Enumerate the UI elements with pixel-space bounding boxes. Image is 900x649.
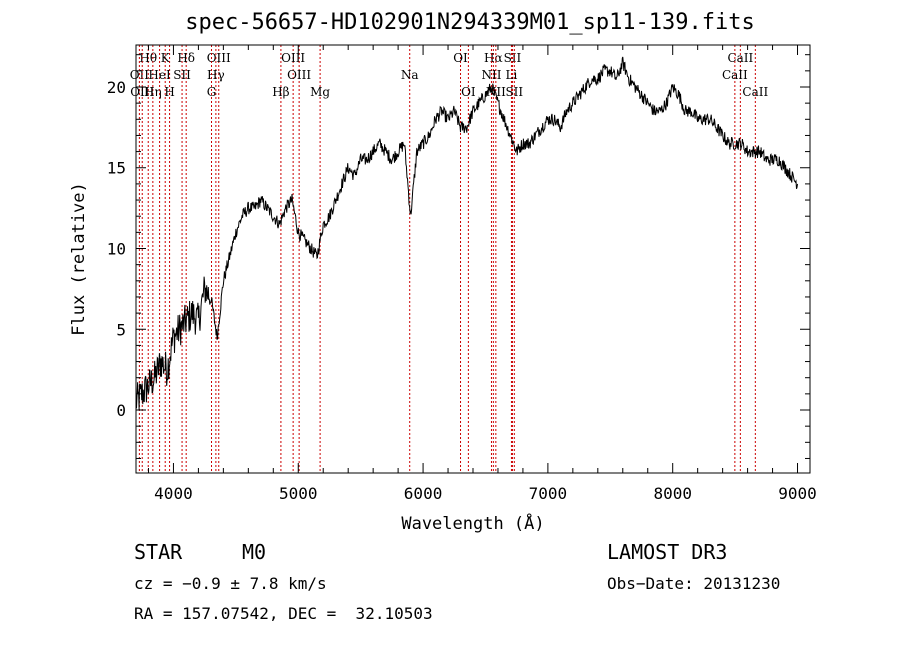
spectral-subclass: M0	[242, 540, 267, 564]
chart-title: spec-56657-HD102901N294339M01_sp11-139.f…	[185, 10, 755, 35]
coordinates: RA = 157.07542, DEC = 32.10503	[134, 604, 433, 623]
line-marker-label: OIII	[287, 68, 311, 82]
spectrum-line	[135, 56, 798, 410]
line-marker-label: Mg	[310, 85, 330, 99]
line-marker-label: Hα	[484, 51, 503, 65]
line-marker-label: CaII	[727, 51, 753, 65]
x-tick-label: 9000	[778, 484, 817, 503]
line-marker-label: SII	[173, 68, 191, 82]
line-marker-label: SII	[504, 51, 522, 65]
line-marker-label: K	[161, 51, 171, 65]
line-marker-label: HeI	[148, 68, 171, 82]
line-marker-label: G	[207, 85, 217, 99]
x-axis-label: Wavelength (Å)	[401, 512, 544, 534]
line-marker-label: CaII	[742, 85, 768, 99]
x-tick-label: 6000	[404, 484, 443, 503]
object-class: STAR	[134, 540, 183, 564]
line-marker-label: Na	[401, 68, 419, 82]
observation-date: Obs−Date: 20131230	[607, 574, 781, 593]
y-tick-label: 15	[107, 159, 126, 178]
line-marker-label: H	[164, 85, 174, 99]
y-tick-label: 5	[116, 320, 126, 339]
line-marker-label: OI	[461, 85, 476, 99]
x-tick-label: 5000	[279, 484, 318, 503]
x-tick-label: 8000	[653, 484, 692, 503]
line-marker-label: Hβ	[272, 85, 289, 99]
line-marker-label: CaII	[722, 68, 748, 82]
line-marker-label: OIII	[281, 51, 305, 65]
y-tick-label: 0	[116, 401, 126, 420]
line-marker-label: SII	[505, 85, 523, 99]
y-axis-label: Flux (relative)	[69, 182, 89, 336]
survey-name: LAMOST DR3	[607, 540, 728, 564]
line-marker-label: Hδ	[177, 51, 195, 65]
line-marker-label: NII	[481, 68, 501, 82]
x-tick-label: 4000	[154, 484, 193, 503]
redshift-velocity: cz = −0.9 ± 7.8 km/s	[134, 574, 327, 593]
x-tick-label: 7000	[529, 484, 568, 503]
line-marker-label: Hη	[144, 85, 162, 99]
line-marker-label: OIII	[207, 51, 231, 65]
line-marker-label: OII	[130, 68, 150, 82]
y-tick-label: 20	[107, 78, 126, 97]
line-marker-label: OI	[453, 51, 468, 65]
y-tick-label: 10	[107, 240, 126, 259]
line-marker-label: Li	[506, 68, 518, 82]
line-marker-label: Hγ	[207, 68, 225, 82]
